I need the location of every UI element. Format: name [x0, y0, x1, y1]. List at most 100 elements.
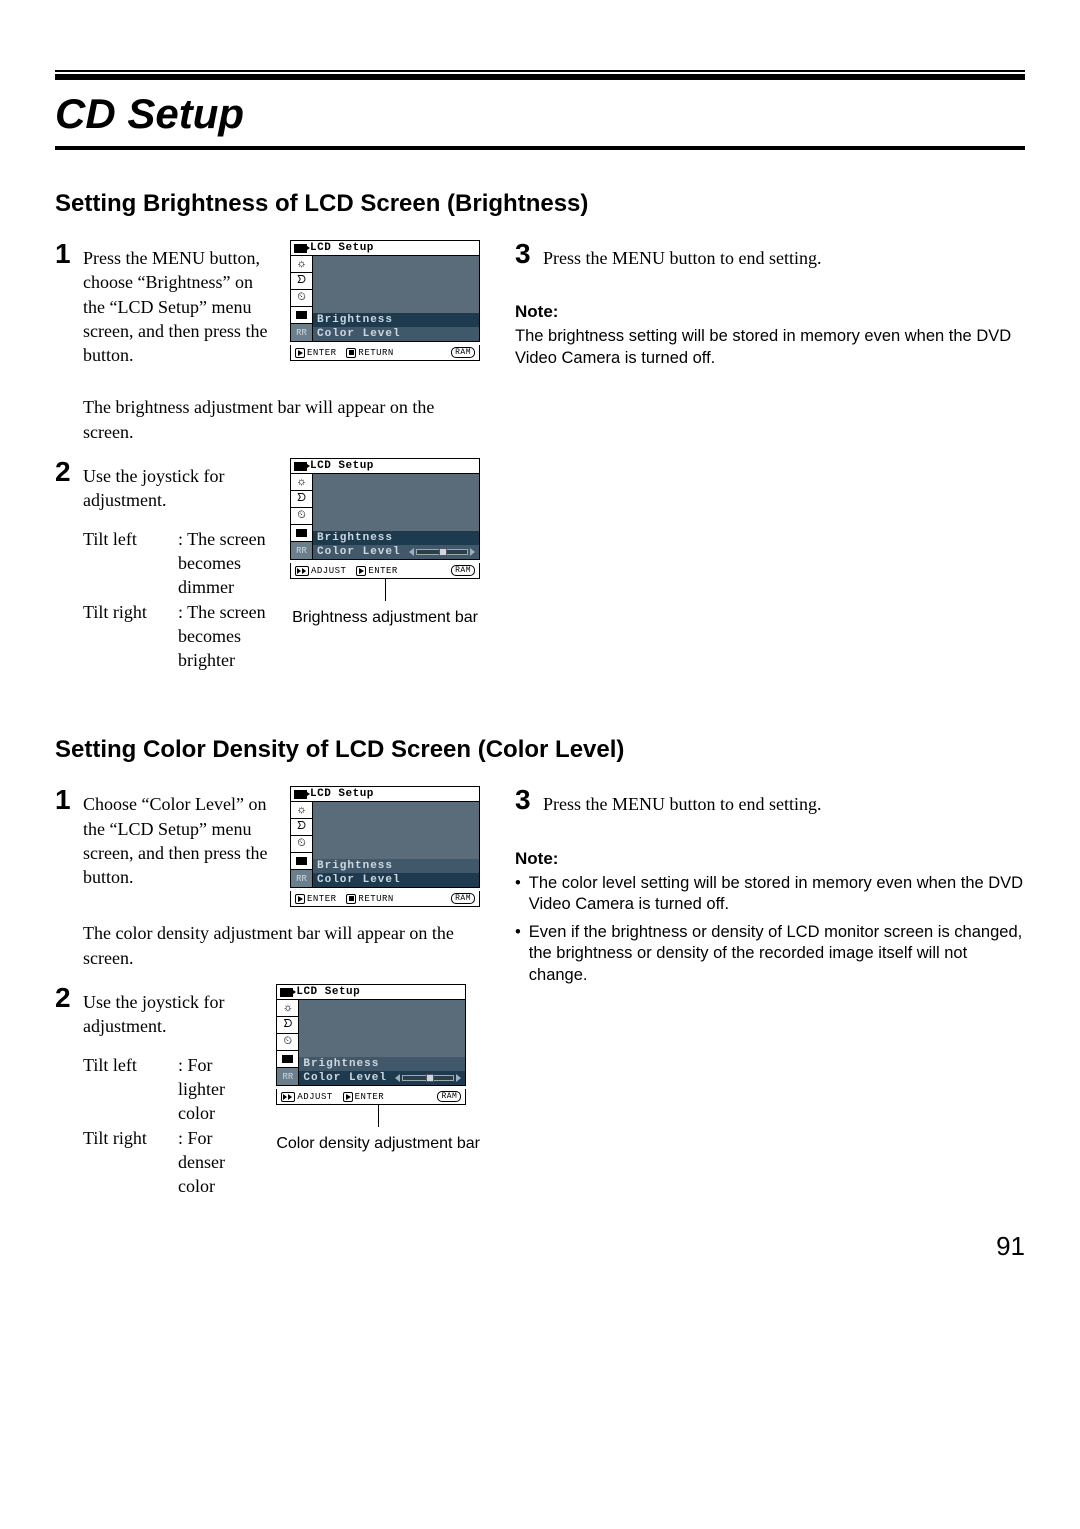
cam-icon — [294, 462, 307, 471]
menu-item-brightness: Brightness — [313, 313, 479, 327]
rr-icon: RR — [296, 328, 307, 338]
cam-icon — [294, 790, 307, 799]
slider-right-icon — [456, 1074, 461, 1082]
page-title: CD Setup — [55, 90, 1025, 138]
tilt-left-desc: : The screen becomes dimmer — [178, 527, 275, 600]
menu-item-colorlevel: Color Level — [313, 873, 479, 887]
color-step2-text: Use the joystick for adjustment. — [83, 984, 261, 1039]
footer-enter: ENTER — [368, 566, 398, 576]
tilt-right-label: Tilt right — [83, 600, 178, 673]
brightness-fig-caption: Brightness adjustment bar — [290, 609, 480, 627]
play-icon — [343, 1092, 353, 1102]
brightness-right-col: 3 Press the MENU button to end setting. … — [515, 240, 1025, 686]
sun-icon — [298, 257, 305, 271]
cam-icon — [294, 244, 307, 253]
screen-icon — [296, 311, 307, 319]
ear-icon — [297, 821, 306, 833]
menu-item-brightness: Brightness — [313, 531, 479, 545]
tilt-left-desc: : For lighter color — [178, 1053, 261, 1126]
color-step3-text: Press the MENU button to end setting. — [543, 786, 1025, 816]
color-menu-fig-1: LCD Setup RR — [290, 786, 480, 907]
brightness-note-label: Note: — [515, 302, 1025, 322]
stop-icon — [346, 348, 356, 358]
menu-item-brightness: Brightness — [313, 859, 479, 873]
footer-adjust: ADJUST — [297, 1092, 332, 1102]
tilt-right-label: Tilt right — [83, 1126, 178, 1199]
brightness-menu-fig-1: LCD Setup RR — [290, 240, 480, 361]
screen-icon — [296, 529, 307, 537]
slider-left-icon — [395, 1074, 400, 1082]
menu-title: LCD Setup — [296, 986, 360, 998]
color-heading: Setting Color Density of LCD Screen (Col… — [55, 736, 1025, 764]
footer-return: RETURN — [358, 348, 393, 358]
color-step1-after: The color density adjustment bar will ap… — [83, 921, 480, 970]
title-underline — [55, 146, 1025, 150]
footer-adjust: ADJUST — [311, 566, 346, 576]
menu-item-colorlevel: Color Level — [313, 545, 405, 559]
tilt-left-label: Tilt left — [83, 1053, 178, 1126]
tilt-right-desc: : The screen becomes brighter — [178, 600, 275, 673]
menu-title: LCD Setup — [310, 788, 374, 800]
section-color: Setting Color Density of LCD Screen (Col… — [55, 736, 1025, 1212]
menu-item-brightness: Brightness — [299, 1057, 465, 1071]
play-icon — [295, 894, 305, 904]
step-number-2: 2 — [55, 458, 83, 513]
rr-icon: RR — [296, 546, 307, 556]
color-note-label: Note: — [515, 849, 1025, 869]
step-number-2: 2 — [55, 984, 83, 1039]
sun-icon — [298, 475, 305, 489]
rr-icon: RR — [296, 874, 307, 884]
ram-badge: RAM — [451, 347, 475, 358]
ear-icon — [297, 275, 306, 287]
brightness-step1-after: The brightness adjustment bar will appea… — [83, 395, 480, 444]
color-fig-caption: Color density adjustment bar — [276, 1135, 480, 1153]
color-menu-fig-2: LCD Setup RR — [276, 984, 480, 1153]
clock-icon — [297, 838, 306, 850]
cam-icon — [280, 988, 293, 997]
tilt-left-label: Tilt left — [83, 527, 178, 600]
color-step1-text: Choose “Color Level” on the “LCD Setup” … — [83, 786, 275, 889]
brightness-step3-text: Press the MENU button to end setting. — [543, 240, 1025, 270]
callout-line — [378, 1105, 379, 1127]
menu-title: LCD Setup — [310, 460, 374, 472]
footer-enter: ENTER — [355, 1092, 385, 1102]
menu-title: LCD Setup — [310, 242, 374, 254]
screen-icon — [282, 1055, 293, 1063]
brightness-left-col: 1 Press the MENU button, choose “Brightn… — [55, 240, 480, 686]
step-number-1: 1 — [55, 240, 83, 367]
clock-icon — [297, 292, 306, 304]
menu-item-colorlevel: Color Level — [313, 327, 479, 341]
color-note-b1: The color level setting will be stored i… — [529, 873, 1025, 916]
step-number-3: 3 — [515, 240, 543, 270]
clock-icon — [284, 1036, 293, 1048]
footer-return: RETURN — [358, 894, 393, 904]
top-rule-thick — [55, 74, 1025, 80]
ear-icon — [283, 1019, 292, 1031]
callout-line — [385, 579, 386, 601]
top-rule-thin — [55, 70, 1025, 72]
rr-icon: RR — [282, 1072, 293, 1082]
footer-enter: ENTER — [307, 348, 337, 358]
brightness-heading: Setting Brightness of LCD Screen (Bright… — [55, 190, 1025, 218]
slider-left-icon — [409, 548, 414, 556]
step-number-1: 1 — [55, 786, 83, 889]
section-brightness: Setting Brightness of LCD Screen (Bright… — [55, 190, 1025, 686]
page-number: 91 — [996, 1231, 1025, 1262]
color-left-col: 1 Choose “Color Level” on the “LCD Setup… — [55, 786, 480, 1212]
adjust-icon — [295, 566, 309, 576]
clock-icon — [297, 510, 306, 522]
play-icon — [295, 348, 305, 358]
brightness-step1-text: Press the MENU button, choose “Brightnes… — [83, 240, 275, 367]
ram-badge: RAM — [451, 565, 475, 576]
color-right-col: 3 Press the MENU button to end setting. … — [515, 786, 1025, 1212]
ram-badge: RAM — [437, 1091, 461, 1102]
brightness-note-text: The brightness setting will be stored in… — [515, 326, 1025, 369]
play-icon — [356, 566, 366, 576]
stop-icon — [346, 894, 356, 904]
ear-icon — [297, 493, 306, 505]
menu-item-colorlevel: Color Level — [299, 1071, 391, 1085]
color-note-b2: Even if the brightness or density of LCD… — [529, 922, 1025, 986]
brightness-step2-text: Use the joystick for adjustment. — [83, 458, 275, 513]
brightness-menu-fig-2: LCD Setup RR — [290, 458, 480, 627]
sun-icon — [284, 1001, 291, 1015]
